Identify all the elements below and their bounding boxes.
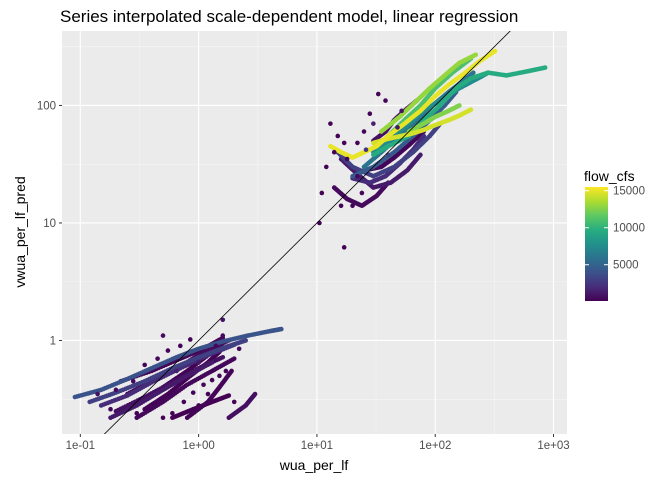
scatter-point — [205, 391, 211, 397]
scatter-point — [323, 164, 329, 170]
scatter-point — [399, 108, 404, 114]
series-point — [468, 107, 474, 112]
scatter-point — [217, 373, 222, 379]
x-axis-title: wua_per_lf — [279, 457, 349, 473]
grid-minor — [62, 31, 567, 434]
scatter-point — [231, 399, 237, 405]
series-point — [457, 103, 462, 108]
scatter-point — [383, 98, 388, 103]
points-layer — [95, 91, 404, 421]
x-tick-label: 1e+00 — [182, 440, 214, 452]
scatter-point — [174, 368, 179, 374]
scatter-point — [355, 140, 360, 146]
scatter-point — [328, 121, 333, 126]
scatter-point — [149, 404, 154, 410]
scatter-point — [341, 140, 347, 146]
scatter-point — [177, 343, 183, 349]
legend-tick-label: 5000 — [613, 260, 639, 272]
x-tick-label: 1e+03 — [537, 440, 569, 452]
scatter-point — [155, 356, 160, 361]
scatter-point — [335, 133, 341, 139]
scatter-point — [220, 333, 226, 338]
scatter-point — [201, 382, 206, 388]
y-axis-title: vwua_per_lf_pred — [12, 176, 28, 287]
scatter-point — [165, 348, 171, 353]
scatter-point — [367, 111, 373, 117]
series-point — [209, 360, 215, 365]
scatter-point — [385, 152, 391, 158]
scatter-point — [142, 362, 147, 368]
scatter-point — [95, 391, 100, 397]
scatter-point — [355, 173, 360, 179]
scatter-point — [108, 406, 113, 412]
scatter-point — [113, 387, 119, 393]
scatter-point — [170, 411, 175, 416]
series-point — [220, 354, 226, 360]
series-point — [471, 70, 476, 75]
scatter-point — [371, 121, 376, 126]
x-tick-label: 1e+01 — [301, 440, 333, 452]
scatter-point — [130, 378, 136, 384]
x-tick-label: 1e+02 — [419, 440, 451, 452]
x-axis-ticks: 1e-01 1e+00 1e+01 1e+02 1e+03 — [66, 434, 570, 452]
scatter-point — [209, 377, 215, 383]
scatter-point — [344, 156, 350, 162]
series-point — [421, 133, 427, 139]
scatter-point — [361, 129, 367, 134]
legend-title: flow_cfs — [584, 168, 635, 184]
scatter-point — [317, 220, 322, 226]
plot-panel — [62, 31, 567, 434]
series-point — [473, 52, 479, 58]
y-tick-label: 100 — [37, 100, 56, 112]
x-tick-label: 1e-01 — [66, 440, 95, 452]
legend-colorbar — [585, 187, 608, 301]
scatter-point — [359, 190, 365, 196]
series-point — [252, 391, 258, 397]
scatter-point — [196, 403, 201, 408]
y-tick-label: 10 — [43, 218, 56, 230]
scatter-point — [134, 411, 140, 416]
scatter-point — [190, 390, 196, 395]
scatter-point — [236, 346, 242, 352]
y-tick-label: 1 — [50, 335, 56, 347]
scatter-point — [350, 203, 355, 209]
scatter-point — [160, 333, 166, 338]
series-point — [279, 326, 284, 332]
scatter-point — [196, 360, 201, 365]
scatter-point — [223, 368, 229, 374]
series-point — [243, 338, 248, 343]
scatter-point — [181, 399, 187, 405]
scatter-point — [187, 337, 193, 342]
scatter-point — [395, 125, 400, 130]
series-point — [492, 48, 498, 54]
series-point — [231, 356, 237, 361]
identity-reference-line — [103, 31, 511, 434]
scatter-point — [213, 343, 219, 349]
series-point — [418, 152, 423, 158]
scatter-point — [220, 317, 226, 323]
y-axis-ticks: 1 10 100 — [37, 100, 62, 347]
legend: flow_cfs 5000 10000 15000 — [584, 168, 645, 301]
scatter-point — [331, 149, 337, 155]
scatter-point — [160, 415, 166, 421]
legend-ticks: 5000 10000 15000 — [585, 186, 645, 272]
legend-tick-label: 15000 — [613, 186, 645, 198]
chart-title: Series interpolated scale-dependent mode… — [60, 7, 518, 26]
series-point — [229, 368, 234, 374]
legend-tick-label: 10000 — [613, 223, 645, 235]
series-point — [226, 393, 232, 398]
scatter-point — [341, 245, 347, 250]
scatter-point — [319, 190, 325, 196]
scatter-point — [363, 147, 369, 153]
scatter-point — [338, 203, 344, 209]
series-layer — [72, 48, 548, 421]
series-point — [542, 65, 548, 70]
scatter-point — [375, 91, 381, 97]
